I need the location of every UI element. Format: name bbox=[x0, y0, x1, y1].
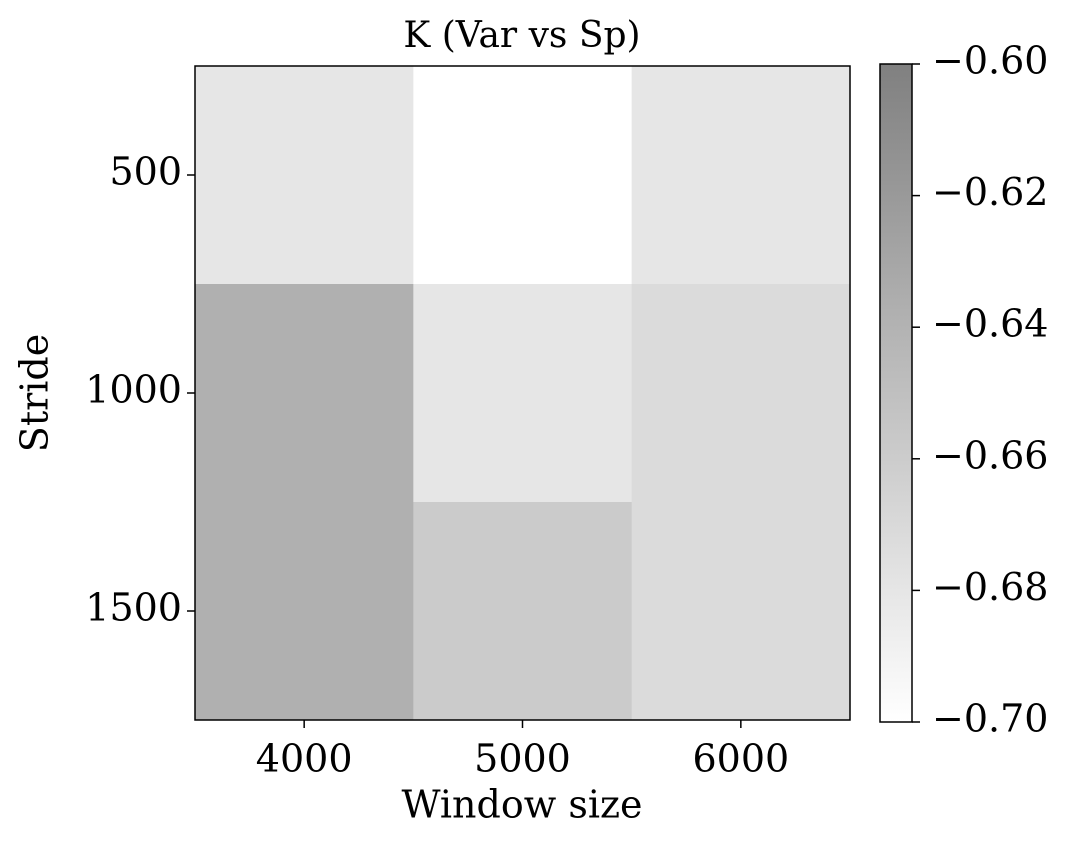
x-axis-label: Window size bbox=[402, 783, 643, 827]
heatmap-cell bbox=[413, 66, 633, 285]
colorbar-tick-label: −0.64 bbox=[932, 302, 1048, 346]
colorbar-tick-label: −0.68 bbox=[932, 565, 1048, 609]
y-tick-label: 1500 bbox=[85, 586, 182, 630]
heatmap-cell bbox=[413, 284, 633, 503]
x-tick-label: 5000 bbox=[474, 737, 571, 781]
y-axis-label: Stride bbox=[13, 334, 57, 452]
heatmap-cell bbox=[631, 502, 851, 721]
colorbar-tick-label: −0.62 bbox=[932, 170, 1048, 214]
heatmap-cell bbox=[195, 502, 414, 721]
colorbar-tick-label: −0.70 bbox=[932, 697, 1048, 741]
colorbar bbox=[879, 63, 913, 723]
heatmap-cell bbox=[413, 502, 633, 721]
y-tick-label: 500 bbox=[109, 150, 182, 194]
x-tick-label: 6000 bbox=[692, 737, 789, 781]
colorbar-tick-label: −0.60 bbox=[932, 39, 1048, 83]
heatmap-cell bbox=[195, 66, 414, 285]
heatmap-cell bbox=[631, 284, 851, 503]
heatmap-cell bbox=[631, 66, 851, 285]
y-tick-label: 1000 bbox=[85, 368, 182, 412]
x-tick-label: 4000 bbox=[256, 737, 353, 781]
heatmap-cell bbox=[195, 284, 414, 503]
chart-title: K (Var vs Sp) bbox=[403, 15, 640, 56]
colorbar-tick-label: −0.66 bbox=[932, 433, 1048, 477]
